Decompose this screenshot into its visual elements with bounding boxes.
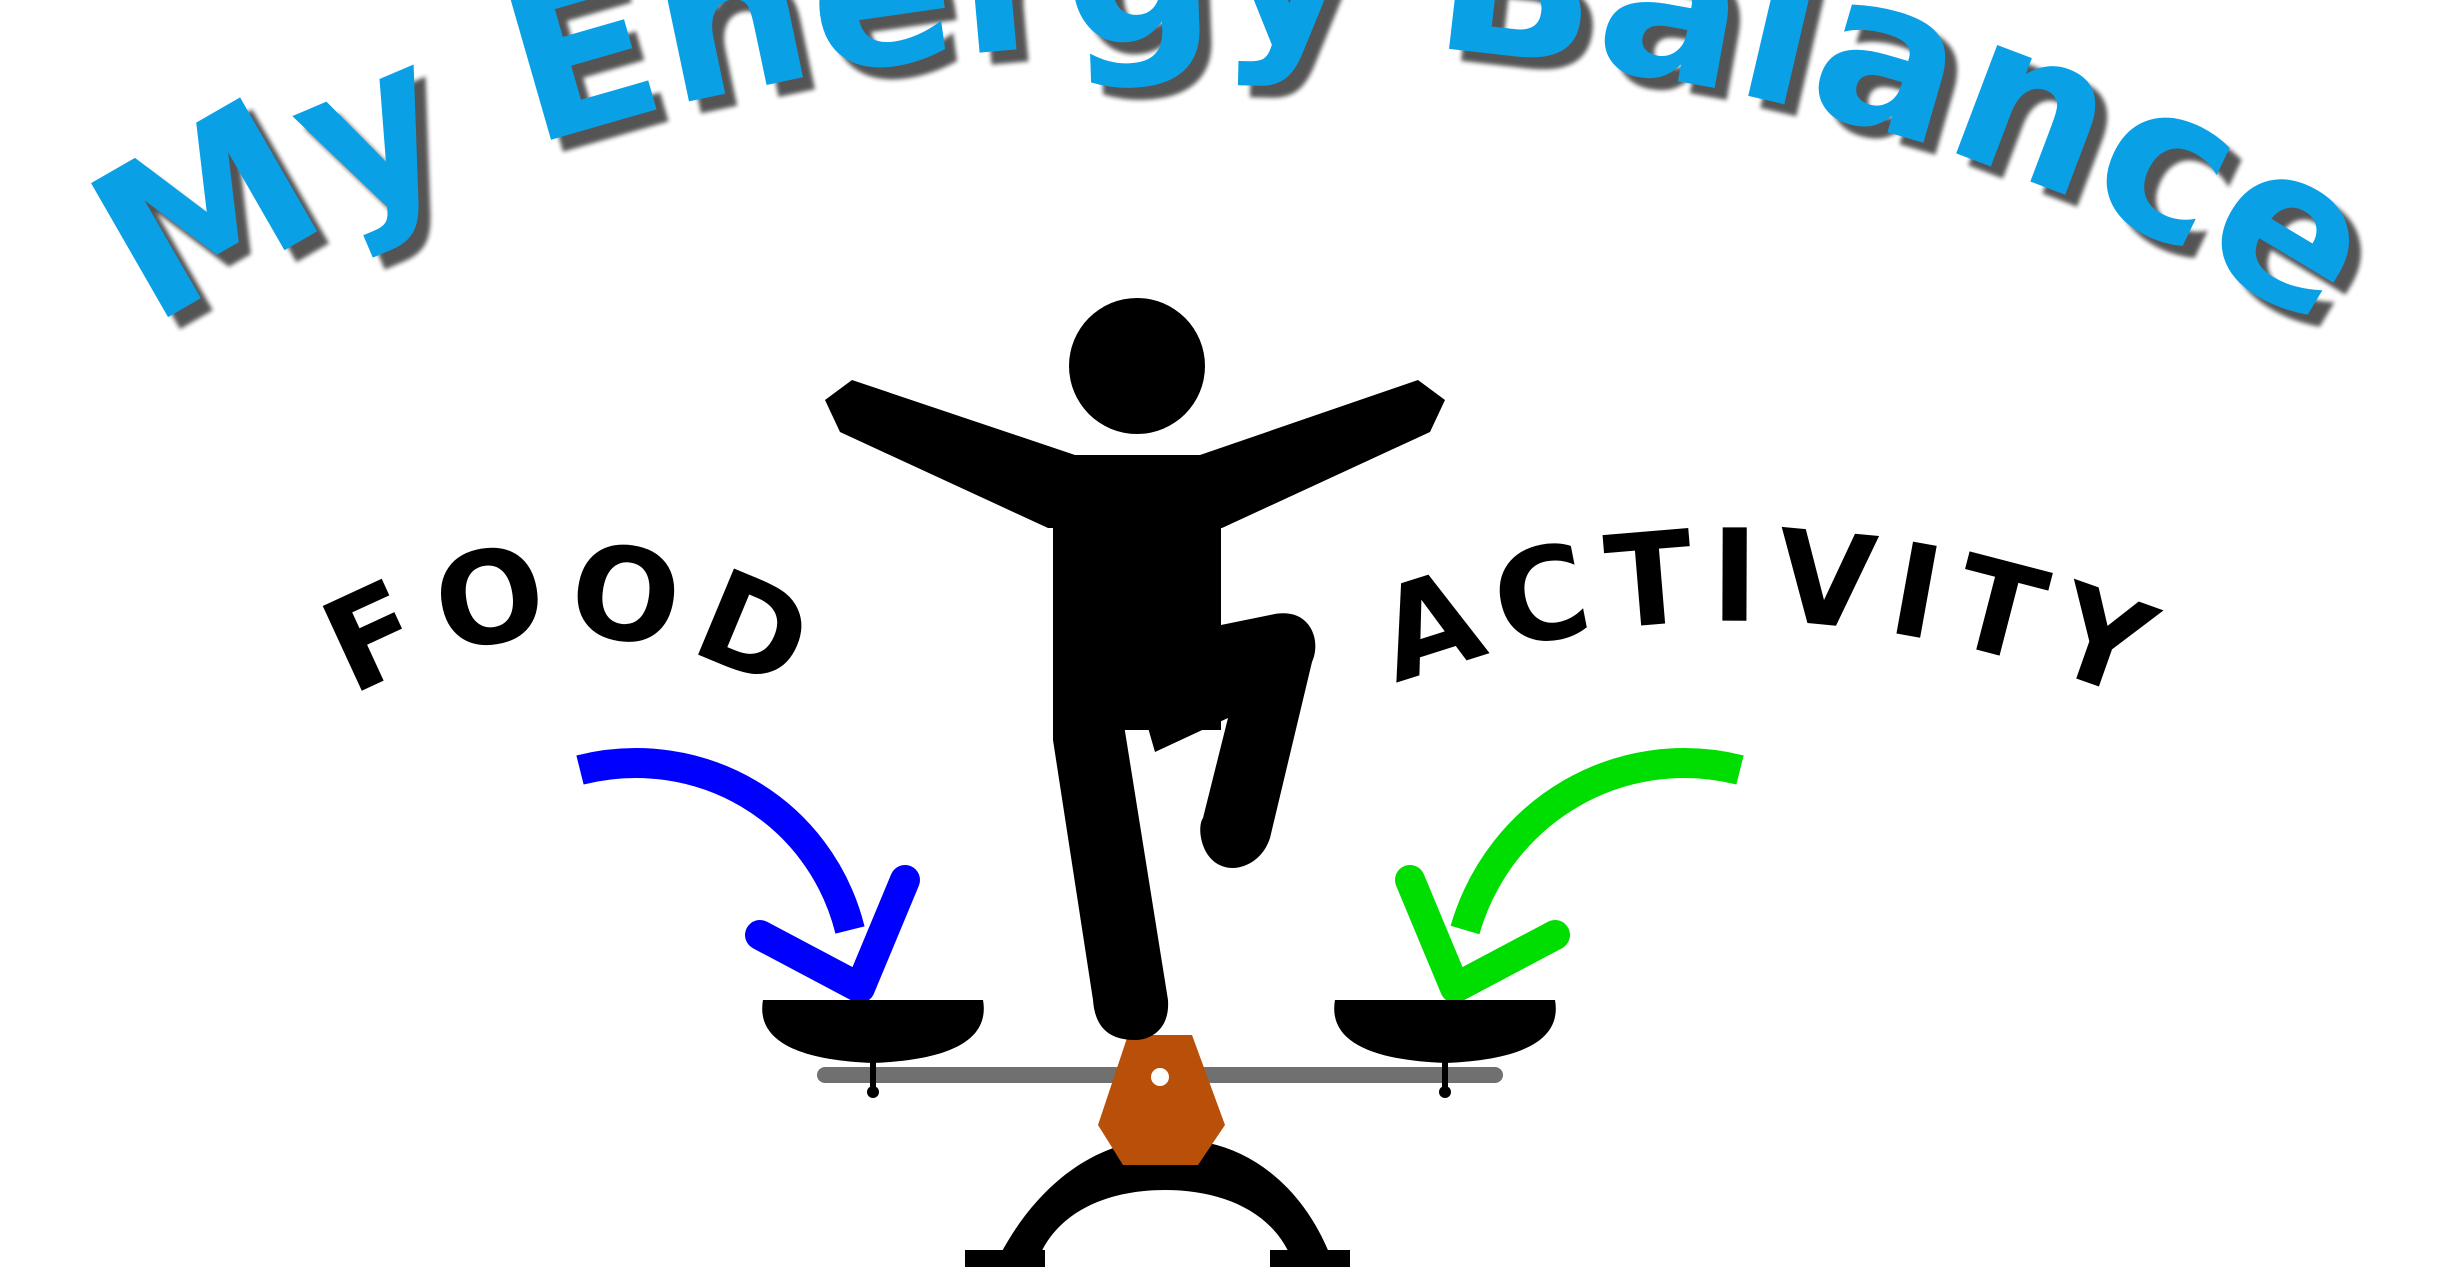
scale-stand-icon xyxy=(1000,1140,1330,1255)
title-text: My Energy Balance xyxy=(53,0,2419,372)
pivot-pin xyxy=(1151,1068,1169,1086)
activity-label: ACTIVITY xyxy=(1360,502,2184,732)
activity-arrow-icon xyxy=(1395,748,1744,1003)
figure-left-leg xyxy=(1053,700,1169,1040)
food-label-text: FOOD xyxy=(302,515,830,725)
activity-label-text: ACTIVITY xyxy=(1360,502,2170,732)
right-hanger-knob xyxy=(1439,1086,1451,1098)
figure-arms xyxy=(825,380,1445,528)
figure-torso xyxy=(1053,520,1221,730)
left-hanger-knob xyxy=(867,1086,879,1098)
title: My Energy Balance xyxy=(53,0,2419,372)
right-pan-icon xyxy=(1334,1000,1556,1063)
scale-pivot-icon xyxy=(1098,1035,1225,1165)
left-pan-icon xyxy=(762,1000,984,1063)
scale-foot-left xyxy=(965,1250,1045,1267)
scale-foot-right xyxy=(1270,1250,1350,1267)
person-figure-icon xyxy=(825,298,1445,1040)
figure-head xyxy=(1069,298,1205,434)
food-label: FOOD xyxy=(302,515,844,725)
food-arrow-icon xyxy=(576,748,920,1003)
scale-base xyxy=(965,1140,1350,1267)
figure-right-leg xyxy=(1140,613,1316,868)
